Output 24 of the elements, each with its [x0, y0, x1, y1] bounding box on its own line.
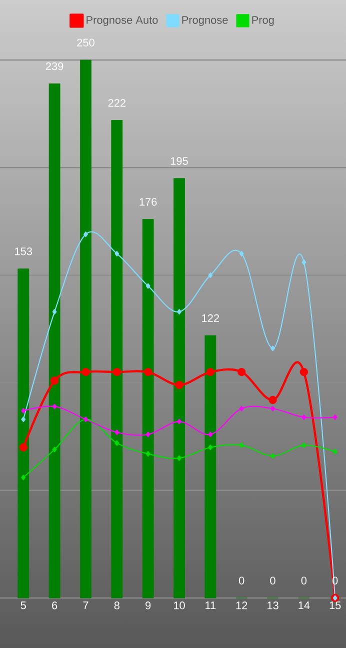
- x-tick-label: 8: [114, 602, 120, 610]
- data-label: 122: [202, 314, 219, 322]
- x-tick-label: 14: [298, 602, 310, 610]
- x-tick-label: 12: [236, 602, 248, 610]
- x-tick-label: 15: [330, 602, 341, 610]
- data-label: 176: [140, 198, 157, 206]
- data-label: 0: [238, 576, 244, 584]
- x-tick-label: 7: [83, 602, 88, 610]
- x-tick-label: 13: [267, 602, 278, 610]
- x-tick-label: 5: [20, 602, 26, 610]
- data-label: 239: [46, 62, 64, 70]
- data-label: 195: [170, 157, 188, 165]
- x-tick-label: 9: [146, 602, 151, 610]
- x-tick-label: 11: [206, 602, 216, 610]
- x-tick-label: 10: [174, 602, 185, 610]
- data-label: 250: [77, 38, 94, 46]
- data-label: 222: [108, 99, 126, 107]
- x-tick-label: 6: [52, 602, 58, 610]
- legend-label: Prog: [252, 16, 274, 26]
- data-label: 0: [301, 576, 307, 584]
- legend-label: Prognose: [182, 16, 228, 26]
- legend-label: Prognose Auto: [86, 16, 158, 26]
- data-label: 153: [15, 247, 32, 256]
- data-label: 0: [270, 576, 276, 584]
